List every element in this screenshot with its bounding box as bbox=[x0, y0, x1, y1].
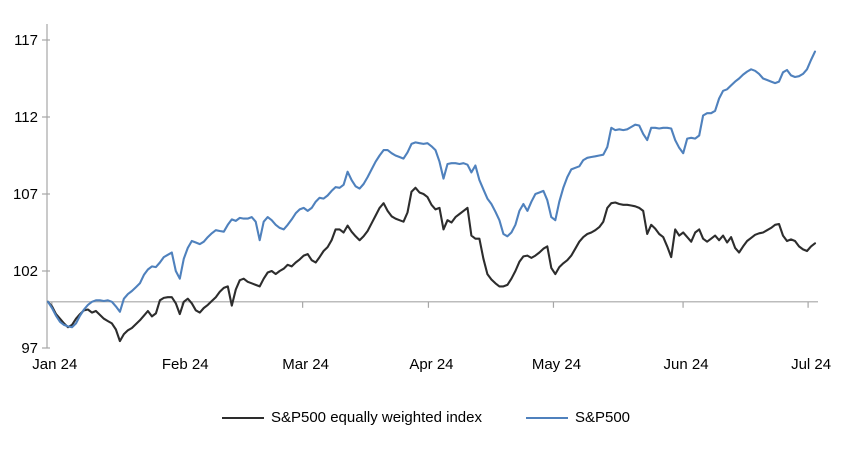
legend-swatch-icon bbox=[221, 416, 264, 419]
x-tick-label: Jun 24 bbox=[664, 356, 709, 373]
legend-label: S&P500 equally weighted index bbox=[270, 409, 482, 426]
series-sp500-line bbox=[46, 50, 817, 329]
series-equal-weight-line bbox=[46, 186, 817, 343]
legend-item-equal-weight: S&P500 equally weighted index bbox=[221, 409, 482, 426]
y-tick-label: 102 bbox=[13, 263, 38, 280]
legend-label: S&P500 bbox=[574, 409, 631, 426]
x-tick-label: Jul 24 bbox=[791, 356, 831, 373]
y-tick-label: 107 bbox=[13, 186, 38, 203]
x-tick-label: Jan 24 bbox=[32, 356, 77, 373]
y-tick-label: 117 bbox=[14, 32, 38, 49]
x-tick-label: Feb 24 bbox=[162, 356, 209, 373]
y-tick-label: 97 bbox=[21, 340, 38, 357]
y-tick-label: 112 bbox=[14, 109, 38, 126]
x-tick-label: Apr 24 bbox=[409, 356, 453, 373]
legend-item-sp500: S&P500 bbox=[525, 409, 631, 426]
x-tick-label: Mar 24 bbox=[282, 356, 329, 373]
legend-swatch-icon bbox=[525, 416, 568, 419]
x-tick-label: May 24 bbox=[532, 356, 581, 373]
chart-legend: S&P500 equally weighted index S&P500 bbox=[0, 409, 852, 426]
